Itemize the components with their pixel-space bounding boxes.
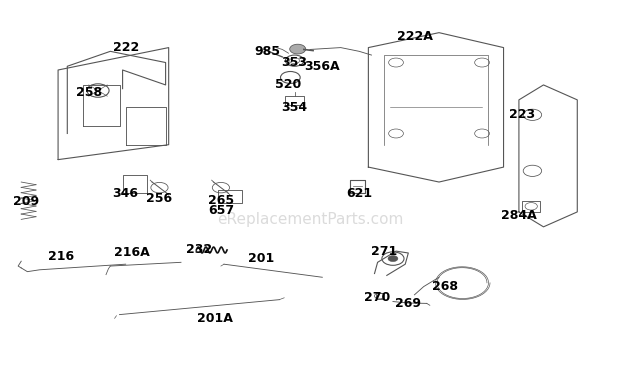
Text: 222A: 222A bbox=[397, 30, 432, 43]
Text: eReplacementParts.com: eReplacementParts.com bbox=[217, 212, 403, 227]
Text: 657: 657 bbox=[208, 204, 234, 216]
Circle shape bbox=[290, 44, 306, 54]
Text: 223: 223 bbox=[509, 108, 535, 121]
Text: 346: 346 bbox=[113, 187, 139, 200]
Text: 232: 232 bbox=[187, 243, 213, 256]
Text: 271: 271 bbox=[371, 244, 397, 258]
Text: 222: 222 bbox=[113, 41, 139, 54]
Text: 353: 353 bbox=[281, 56, 308, 69]
Text: 520: 520 bbox=[275, 78, 301, 91]
Text: 258: 258 bbox=[76, 86, 102, 99]
Text: 201: 201 bbox=[248, 252, 274, 265]
Text: 621: 621 bbox=[346, 187, 372, 200]
Text: 216: 216 bbox=[48, 250, 74, 263]
Text: 270: 270 bbox=[365, 291, 391, 304]
Text: 209: 209 bbox=[13, 195, 39, 208]
Text: 985: 985 bbox=[254, 45, 280, 58]
Text: 201A: 201A bbox=[197, 312, 232, 325]
Text: 356A: 356A bbox=[304, 60, 340, 73]
Text: 269: 269 bbox=[396, 297, 422, 310]
Text: 354: 354 bbox=[281, 101, 308, 114]
Text: 216A: 216A bbox=[114, 246, 149, 260]
Text: 256: 256 bbox=[146, 192, 172, 205]
Text: 284A: 284A bbox=[501, 209, 537, 222]
Text: 268: 268 bbox=[432, 280, 458, 293]
Circle shape bbox=[388, 255, 398, 262]
Text: 265: 265 bbox=[208, 194, 234, 207]
